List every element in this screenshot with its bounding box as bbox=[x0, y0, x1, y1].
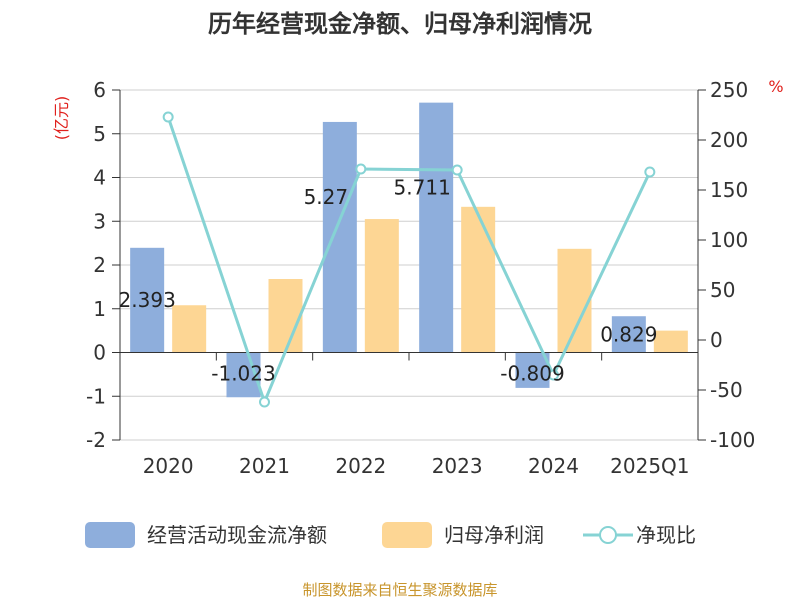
chart-title: 历年经营现金净额、归母净利润情况 bbox=[208, 10, 592, 38]
ratio-point bbox=[644, 166, 656, 178]
legend-swatch bbox=[85, 522, 135, 548]
left-tick-label: 3 bbox=[93, 209, 106, 233]
legend-label: 经营活动现金流净额 bbox=[147, 523, 327, 547]
left-tick-label: 1 bbox=[93, 297, 106, 321]
cash-flow-bar bbox=[322, 121, 357, 353]
cash-flow-bar bbox=[130, 247, 165, 353]
bars bbox=[130, 102, 688, 398]
ratio-point bbox=[162, 111, 174, 123]
legend: 经营活动现金流净额 归母净利润 净现比 bbox=[85, 522, 696, 548]
ratio-point bbox=[355, 163, 367, 175]
cash-flow-value-label: 0.829 bbox=[600, 322, 657, 346]
ratio-polyline bbox=[166, 116, 652, 407]
cash-flow-bar bbox=[419, 102, 454, 353]
left-tick-label: -2 bbox=[86, 428, 106, 452]
right-tick-label: 250 bbox=[710, 78, 748, 102]
right-tick-label: 150 bbox=[710, 178, 748, 202]
grid bbox=[120, 89, 698, 441]
cash-flow-bar bbox=[611, 316, 646, 353]
left-tick-label: 0 bbox=[93, 341, 106, 365]
cash-flow-bar bbox=[515, 352, 550, 388]
category-label: 2025Q1 bbox=[610, 454, 689, 478]
cash-flow-value-label: -1.023 bbox=[211, 362, 275, 386]
right-tick-label: -50 bbox=[710, 378, 743, 402]
left-tick-label: 6 bbox=[93, 78, 106, 102]
data-labels: 2.393 -1.023 5.27 5.711 -0.809 0.829 bbox=[119, 176, 658, 386]
left-tick-label: 5 bbox=[93, 122, 106, 146]
net-profit-bar bbox=[172, 305, 207, 353]
cash-flow-value-label: 5.27 bbox=[304, 185, 349, 209]
source-note: 制图数据来自恒生聚源数据库 bbox=[302, 581, 497, 599]
left-axis-unit: (亿元) bbox=[52, 96, 71, 141]
right-tick-label: 100 bbox=[710, 228, 748, 252]
net-profit-bar bbox=[364, 219, 399, 353]
left-tick-label: 4 bbox=[93, 166, 106, 190]
ratio-point bbox=[451, 164, 463, 176]
legend-swatch bbox=[382, 522, 432, 548]
left-tick-label: 2 bbox=[93, 253, 106, 277]
legend-line-marker bbox=[599, 526, 617, 544]
right-tick-label: 50 bbox=[710, 278, 735, 302]
right-tick-label: 200 bbox=[710, 128, 748, 152]
cash-flow-value-label: -0.809 bbox=[500, 362, 564, 386]
ratio-line bbox=[162, 111, 656, 408]
ratio-point bbox=[259, 396, 270, 408]
net-profit-bar bbox=[557, 248, 592, 353]
category-label: 2020 bbox=[143, 454, 194, 478]
category-label: 2023 bbox=[432, 454, 483, 478]
ratio-point bbox=[548, 369, 559, 381]
category-label: 2021 bbox=[239, 454, 290, 478]
net-profit-bar bbox=[461, 206, 496, 353]
right-axis-unit: % bbox=[768, 77, 783, 96]
right-tick-label: 0 bbox=[710, 328, 723, 352]
category-label: 2024 bbox=[528, 454, 579, 478]
left-tick-label: -1 bbox=[86, 384, 106, 408]
category-label: 2022 bbox=[335, 454, 386, 478]
net-profit-bar bbox=[268, 279, 303, 353]
axes: 6 5 4 3 2 1 0 -1 -2 250 200 150 100 50 0 -50 -100 2020 202… bbox=[86, 78, 755, 478]
cash-flow-value-label: 5.711 bbox=[394, 176, 451, 200]
right-tick-label: -100 bbox=[710, 428, 755, 452]
net-profit-bar bbox=[653, 330, 688, 353]
legend-label: 归母净利润 bbox=[444, 523, 544, 547]
cash-flow-value-label: 2.393 bbox=[119, 288, 176, 312]
legend-label: 净现比 bbox=[636, 523, 696, 547]
